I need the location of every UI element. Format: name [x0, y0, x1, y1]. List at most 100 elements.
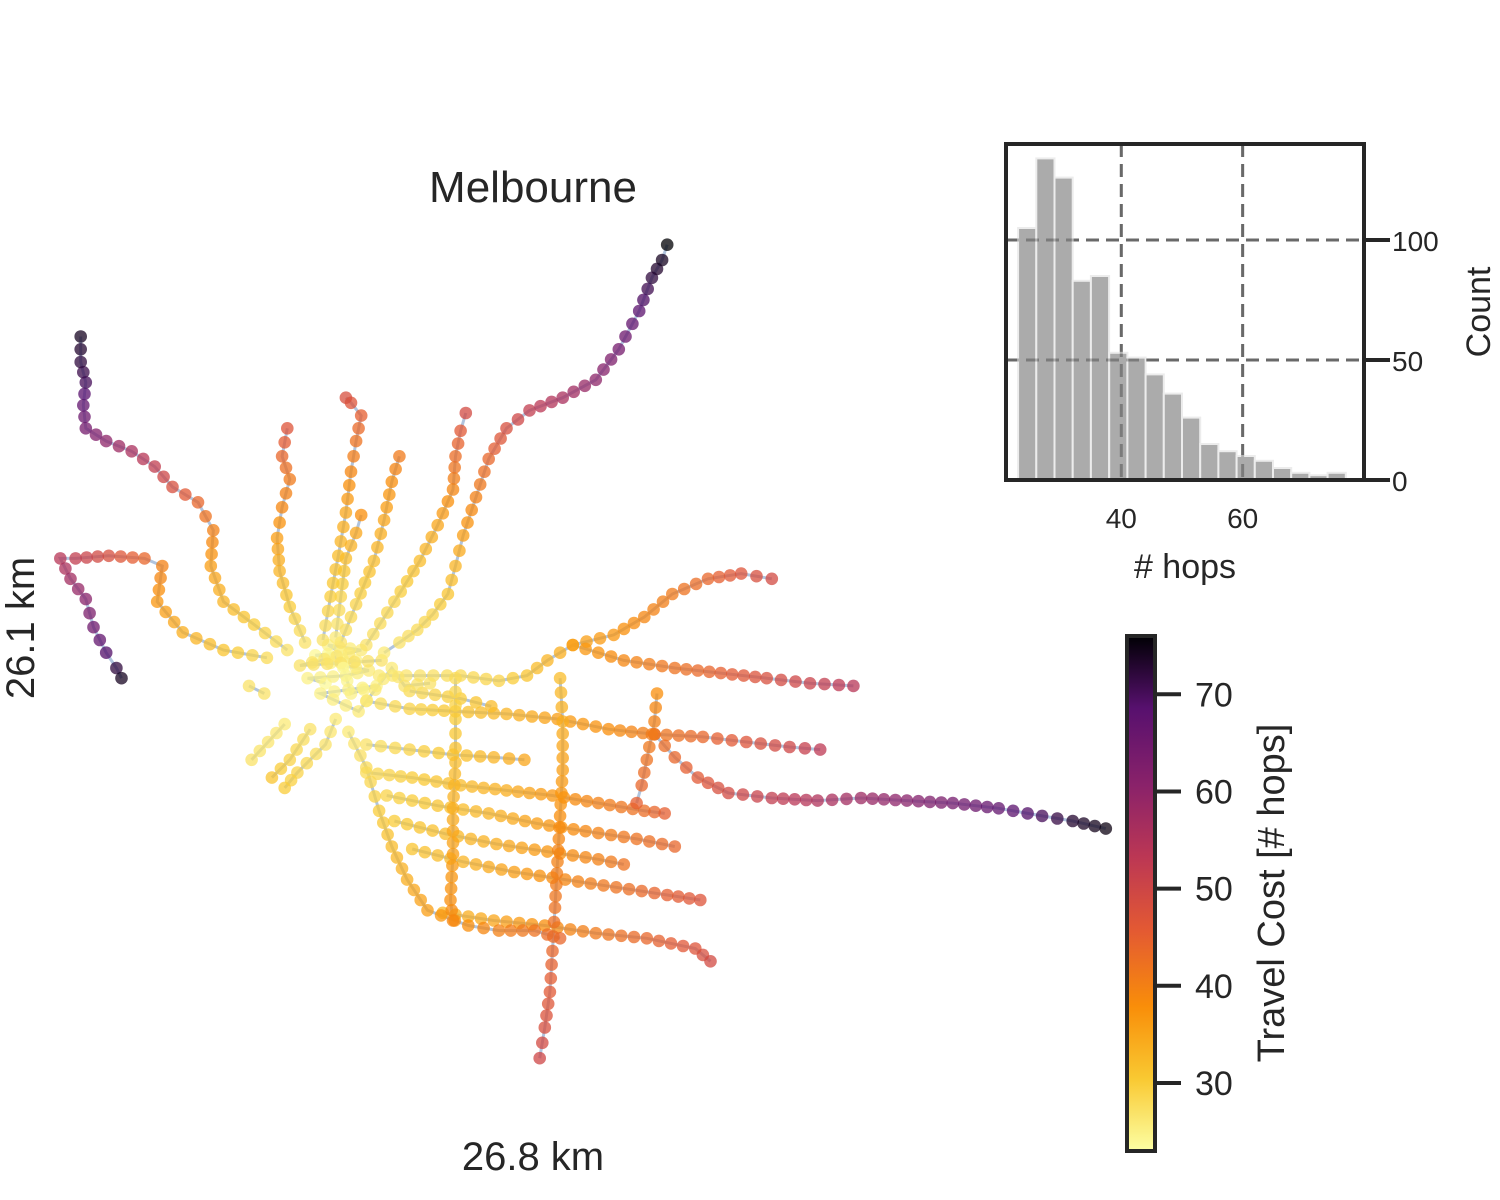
map-stop: [405, 794, 419, 807]
map-stop: [602, 722, 615, 736]
map-stop: [91, 550, 104, 563]
map-stop: [592, 853, 605, 866]
map-stop: [283, 473, 297, 486]
histogram-bar: [1126, 356, 1147, 482]
map-stop: [432, 746, 445, 760]
map-stop: [343, 479, 356, 492]
map-stop: [446, 836, 460, 849]
map-stop: [364, 775, 377, 789]
map-stop: [723, 569, 737, 582]
map-stop: [545, 395, 558, 409]
map-stop: [79, 422, 93, 435]
map-stop: [290, 743, 303, 756]
map-stop: [541, 997, 555, 1011]
map-stop: [553, 671, 567, 685]
map-stop: [324, 725, 337, 739]
map-stop: [515, 841, 529, 855]
map-stop: [446, 914, 460, 927]
map-stop: [668, 751, 682, 764]
map-stop: [462, 919, 475, 932]
map-stop: [680, 761, 693, 774]
map-stop: [645, 728, 659, 741]
map-stop: [520, 867, 534, 881]
map-stop: [643, 835, 656, 848]
map-stop: [548, 901, 562, 914]
map-stop: [604, 353, 618, 366]
map-stop: [385, 661, 399, 675]
map-stop: [418, 773, 431, 786]
map-stop: [552, 832, 566, 846]
map-stop: [337, 661, 350, 675]
map-stop: [684, 729, 698, 743]
map-stop: [403, 743, 416, 756]
map-stop: [314, 671, 327, 684]
map-edge: [383, 244, 669, 654]
map-stop: [341, 492, 354, 506]
map-stop: [554, 798, 567, 811]
map-stop: [627, 616, 641, 630]
map-stop: [765, 791, 779, 805]
map-stop: [449, 756, 462, 769]
map-stop: [64, 572, 77, 586]
map-stop: [411, 623, 424, 637]
map-stop: [319, 619, 332, 632]
map-stop: [569, 793, 582, 806]
map-stop: [326, 576, 340, 590]
map-stop: [449, 685, 462, 699]
map-stop: [625, 725, 638, 739]
map-stop: [740, 735, 753, 749]
map-stop: [641, 282, 654, 296]
map-stop: [469, 805, 483, 818]
map-stop: [553, 821, 566, 834]
map-stop: [278, 717, 292, 731]
map-stop: [126, 551, 139, 564]
map-stop: [258, 626, 272, 640]
map-stop: [725, 668, 739, 681]
map-stop: [547, 930, 560, 943]
map-stop: [456, 529, 470, 542]
network-map: [54, 238, 1113, 1065]
map-stop: [78, 387, 91, 401]
map-stop: [446, 813, 460, 826]
map-stop: [205, 547, 218, 561]
map-stop: [555, 700, 569, 714]
map-stop: [518, 753, 531, 767]
map-stop: [152, 583, 166, 597]
map-stop: [405, 771, 419, 784]
map-stop: [405, 842, 419, 856]
map-stop: [393, 791, 406, 805]
map-stop: [275, 501, 289, 514]
map-stop: [316, 633, 330, 647]
map-stop: [361, 654, 375, 668]
map-stop: [393, 450, 406, 463]
map-stop: [462, 910, 475, 923]
map-stop: [204, 559, 218, 573]
map-stop: [734, 567, 748, 580]
map-stop: [368, 790, 382, 803]
map-stop: [449, 741, 462, 755]
map-stop: [516, 924, 529, 937]
map-stop: [300, 756, 314, 770]
map-stop: [555, 786, 568, 800]
map-stop: [449, 450, 462, 463]
map-stop: [380, 789, 394, 802]
map-stop: [643, 740, 656, 754]
map-stop: [666, 587, 679, 601]
map-stop: [332, 603, 346, 617]
map-stop: [714, 666, 728, 680]
map-stop: [444, 882, 458, 895]
map-stop: [445, 870, 459, 884]
map-stop: [660, 238, 674, 251]
map-stop: [383, 488, 396, 501]
map-stop: [374, 617, 387, 630]
map-stop: [668, 661, 682, 675]
map-stop: [381, 606, 394, 619]
map-stop: [258, 687, 271, 700]
map-stop: [946, 796, 960, 810]
map-stop: [138, 552, 151, 565]
map-stop: [750, 569, 763, 583]
map-stop: [388, 595, 401, 608]
map-stop: [319, 738, 332, 751]
colorbar-tick-label: 40: [1195, 968, 1233, 1006]
map-stop: [326, 693, 340, 706]
